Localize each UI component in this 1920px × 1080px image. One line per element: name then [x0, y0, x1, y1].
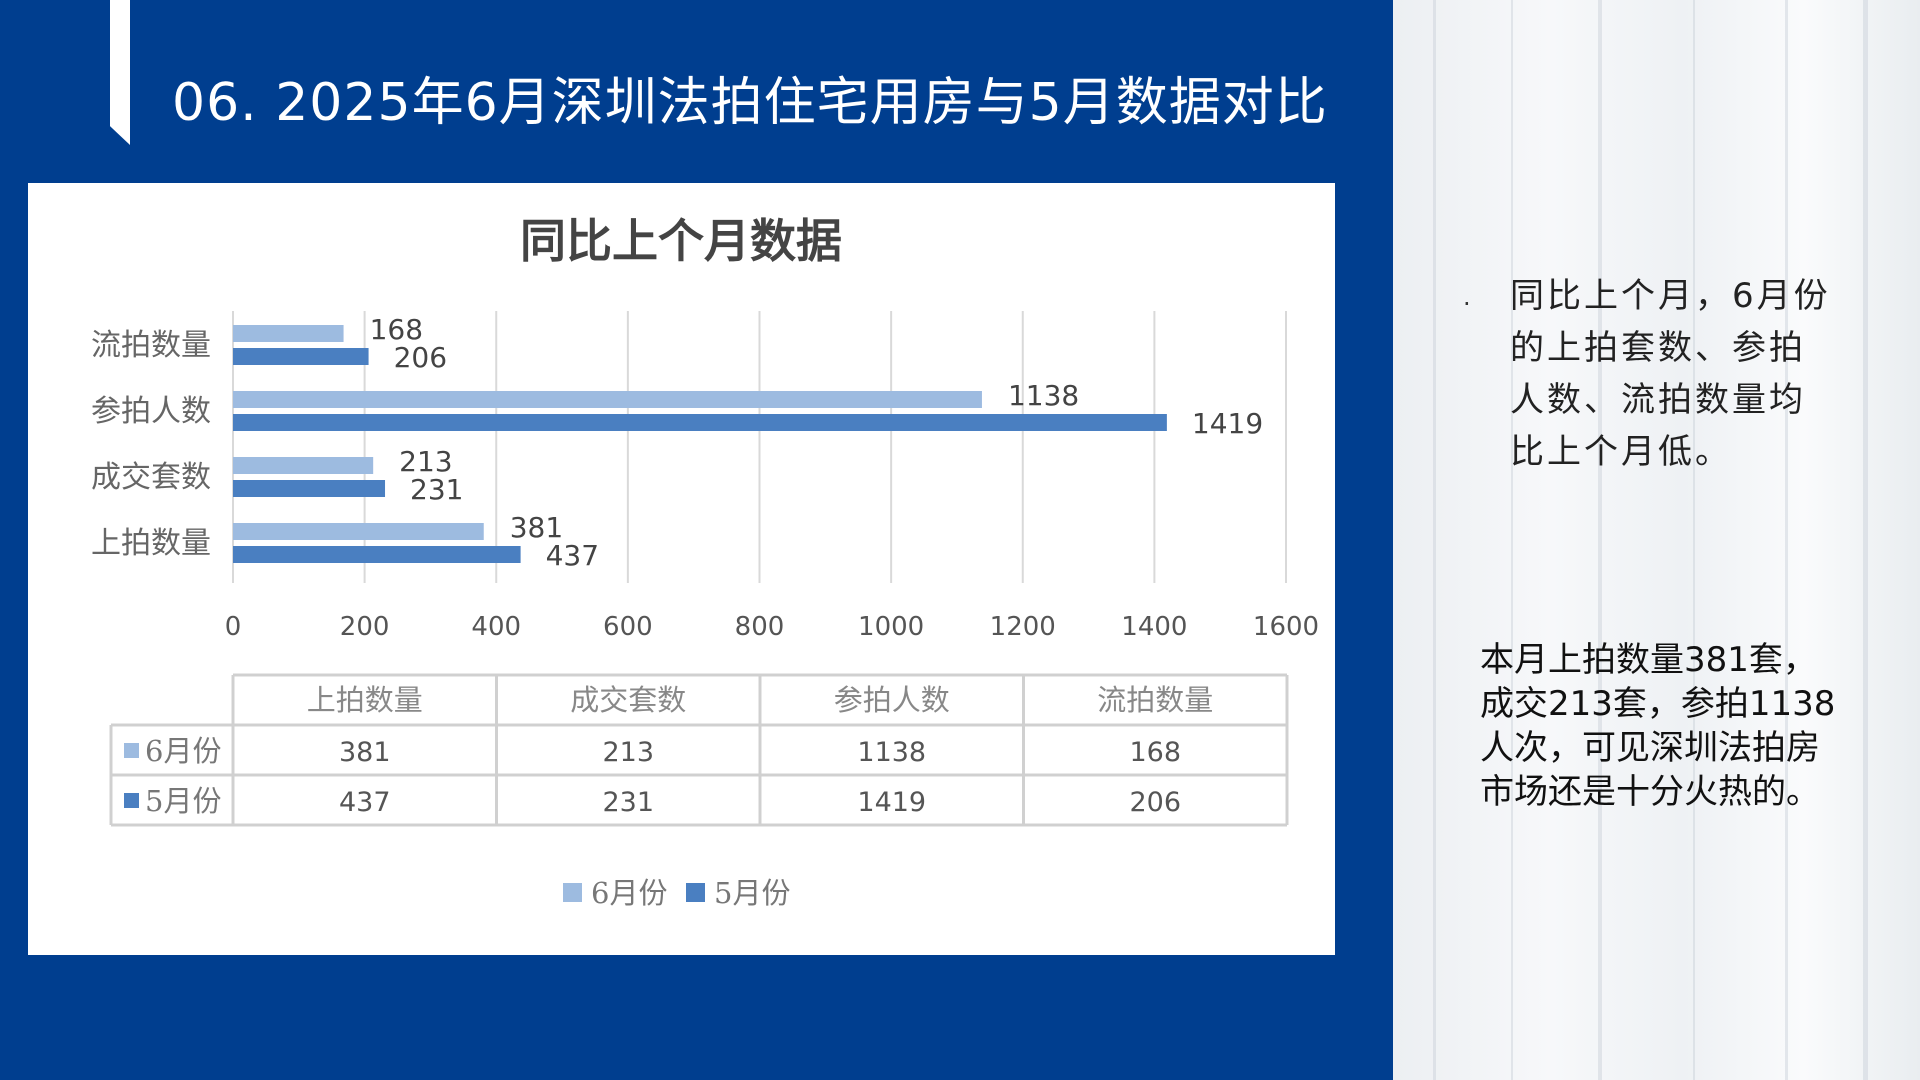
note-comparison: 同比上个月，6月份的上拍套数、参拍人数、流拍数量均比上个月低。	[1510, 276, 1831, 472]
bar	[233, 325, 344, 342]
table-cell: 1138	[857, 737, 926, 768]
accent-bar	[110, 0, 130, 145]
x-tick-label: 800	[735, 612, 785, 642]
bar	[233, 457, 374, 474]
data-label: 206	[394, 341, 447, 374]
legend-label: 6月份	[591, 876, 667, 910]
table-header: 流拍数量	[1097, 683, 1213, 717]
bar	[233, 480, 386, 497]
page-title: 06. 2025年6月深圳法拍住宅用房与5月数据对比	[172, 73, 1328, 133]
category-label: 上拍数量	[91, 526, 211, 561]
chart-title: 同比上个月数据	[520, 214, 842, 268]
bar	[233, 523, 484, 540]
legend-swatch	[563, 883, 582, 902]
table-cell: 437	[339, 787, 391, 818]
bar	[233, 348, 369, 365]
bar	[233, 414, 1167, 431]
x-tick-label: 400	[471, 612, 521, 642]
table-legend-key	[124, 743, 139, 758]
note-summary: 本月上拍数量381套，成交213套，参拍1138人次，可见深圳法拍房市场还是十分…	[1480, 640, 1836, 812]
table-legend-key	[124, 793, 139, 808]
table-cell: 213	[602, 737, 654, 768]
data-label: 1138	[1008, 379, 1079, 412]
category-label: 成交套数	[91, 460, 211, 495]
chart-card: 同比上个月数据 0 200 400 600 800 1000 1200 1400 1600 上拍数量…	[28, 183, 1335, 955]
table-header: 上拍数量	[307, 683, 423, 717]
data-label: 437	[546, 539, 599, 572]
data-label: 168	[370, 313, 423, 346]
table-cell: 231	[602, 787, 654, 818]
x-tick-label: 1000	[858, 612, 924, 642]
x-tick-label: 200	[340, 612, 390, 642]
table-series-label: 5月份	[145, 784, 221, 818]
bar	[233, 546, 521, 563]
table-cell: 1419	[857, 787, 926, 818]
data-label: 231	[410, 473, 463, 506]
x-tick-label: 600	[603, 612, 653, 642]
table-header: 成交套数	[570, 683, 686, 717]
table-cell: 206	[1129, 787, 1181, 818]
category-label: 参拍人数	[91, 394, 211, 429]
decorative-background-panel	[1393, 0, 1920, 1080]
data-label: 213	[399, 445, 452, 478]
bar	[233, 391, 982, 408]
data-label: 381	[510, 511, 563, 544]
left-panel: 06. 2025年6月深圳法拍住宅用房与5月数据对比 同比上个月数据 0 200 40…	[0, 0, 1393, 1080]
bar-chart: 同比上个月数据 0 200 400 600 800 1000 1200 1400 1600 上拍数量…	[91, 214, 1319, 910]
x-tick-label: 1200	[990, 612, 1056, 642]
x-tick-label: 0	[225, 612, 242, 642]
x-tick-label: 1400	[1121, 612, 1187, 642]
legend-swatch	[686, 883, 705, 902]
table-series-label: 6月份	[145, 734, 221, 768]
table-cell: 168	[1129, 737, 1181, 768]
category-label: 流拍数量	[91, 328, 211, 363]
bullet-marker: ·	[1463, 290, 1471, 318]
table-cell: 381	[339, 737, 391, 768]
table-header: 参拍人数	[834, 683, 950, 717]
legend-label: 5月份	[714, 876, 790, 910]
data-label: 1419	[1192, 407, 1263, 440]
x-tick-label: 1600	[1253, 612, 1319, 642]
